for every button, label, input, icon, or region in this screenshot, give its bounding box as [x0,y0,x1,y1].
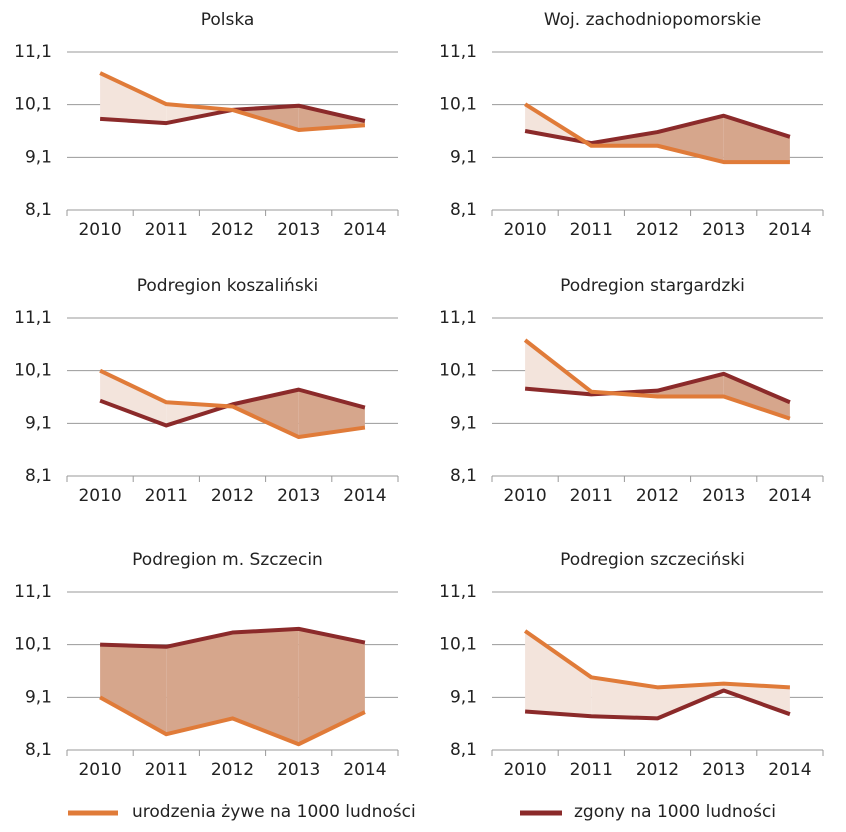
x-tick-label: 2011 [570,760,613,780]
area-fill [298,105,365,130]
y-tick-label: 10,1 [439,95,477,115]
area-fill [525,630,592,717]
x-tick-label: 2012 [636,760,679,780]
chart-title: Podregion szczeciński [560,550,745,570]
y-tick-label: 8,1 [450,200,477,220]
x-tick-label: 2010 [503,760,546,780]
series-line [524,102,790,165]
y-tick-label: 10,1 [439,635,477,655]
x-tick-label: 2012 [636,220,679,240]
y-tick-label: 9,1 [450,413,477,433]
y-tick-label: 9,1 [25,687,52,707]
x-tick-label: 2013 [702,220,745,240]
area-fill [166,632,233,735]
y-tick-label: 8,1 [25,740,52,760]
y-tick-label: 10,1 [14,361,52,381]
y-tick-label: 11,1 [439,582,477,602]
area-fill [657,115,724,163]
x-tick-label: 2011 [570,220,613,240]
y-tick-label: 11,1 [439,42,477,62]
chart-title: Podregion koszaliński [137,276,319,296]
y-tick-label: 11,1 [14,582,52,602]
x-tick-label: 2011 [570,486,613,506]
series-line [99,695,366,747]
x-tick-label: 2013 [277,486,320,506]
area-fill [591,677,658,719]
chart-title: Polska [201,10,255,30]
y-tick-label: 10,1 [14,95,52,115]
area-fill [100,370,167,426]
x-tick-label: 2012 [211,486,254,506]
area-fill [100,73,167,124]
x-tick-label: 2011 [145,486,188,506]
x-tick-label: 2010 [78,760,121,780]
series-line [99,368,366,440]
area-fill [723,115,790,163]
x-tick-label: 2010 [503,220,546,240]
y-tick-label: 11,1 [14,308,52,328]
x-tick-label: 2012 [211,760,254,780]
x-tick-label: 2010 [503,486,546,506]
y-tick-label: 10,1 [14,635,52,655]
y-tick-label: 8,1 [450,466,477,486]
series-line [99,387,366,428]
legend-label: urodzenia żywe na 1000 ludności [132,802,416,822]
x-tick-label: 2014 [343,486,386,506]
x-tick-label: 2010 [78,220,121,240]
series-line [524,688,791,721]
x-tick-label: 2013 [277,220,320,240]
y-tick-label: 11,1 [439,308,477,328]
chart-title: Podregion m. Szczecin [132,550,323,570]
x-tick-label: 2013 [702,760,745,780]
chart-title: Woj. zachodniopomorskie [544,10,761,30]
x-tick-label: 2014 [768,486,811,506]
x-tick-label: 2010 [78,486,121,506]
y-tick-label: 8,1 [25,466,52,486]
x-tick-label: 2013 [702,486,745,506]
x-tick-label: 2012 [636,486,679,506]
y-tick-label: 9,1 [25,147,52,167]
x-tick-label: 2014 [768,760,811,780]
y-tick-label: 9,1 [450,147,477,167]
y-tick-label: 8,1 [450,740,477,760]
y-tick-label: 11,1 [14,42,52,62]
area-fill [232,628,299,745]
area-fill [100,644,167,735]
chart-title: Podregion stargardzki [560,276,745,296]
x-tick-label: 2011 [145,760,188,780]
area-fill [298,389,365,438]
y-tick-label: 10,1 [439,361,477,381]
series-line [524,113,791,146]
series-line [523,629,791,690]
x-tick-label: 2013 [277,760,320,780]
series-line [524,371,791,405]
x-tick-label: 2014 [343,760,386,780]
series-line [99,71,366,132]
x-tick-label: 2014 [768,220,811,240]
y-tick-label: 9,1 [450,687,477,707]
series-line [523,338,791,421]
x-tick-label: 2014 [343,220,386,240]
area-fill [723,373,790,419]
area-fill [298,628,365,745]
x-tick-label: 2011 [145,220,188,240]
series-line [100,626,366,649]
y-tick-label: 8,1 [25,200,52,220]
x-tick-label: 2012 [211,220,254,240]
legend-label: zgony na 1000 ludności [574,802,776,822]
y-tick-label: 9,1 [25,413,52,433]
